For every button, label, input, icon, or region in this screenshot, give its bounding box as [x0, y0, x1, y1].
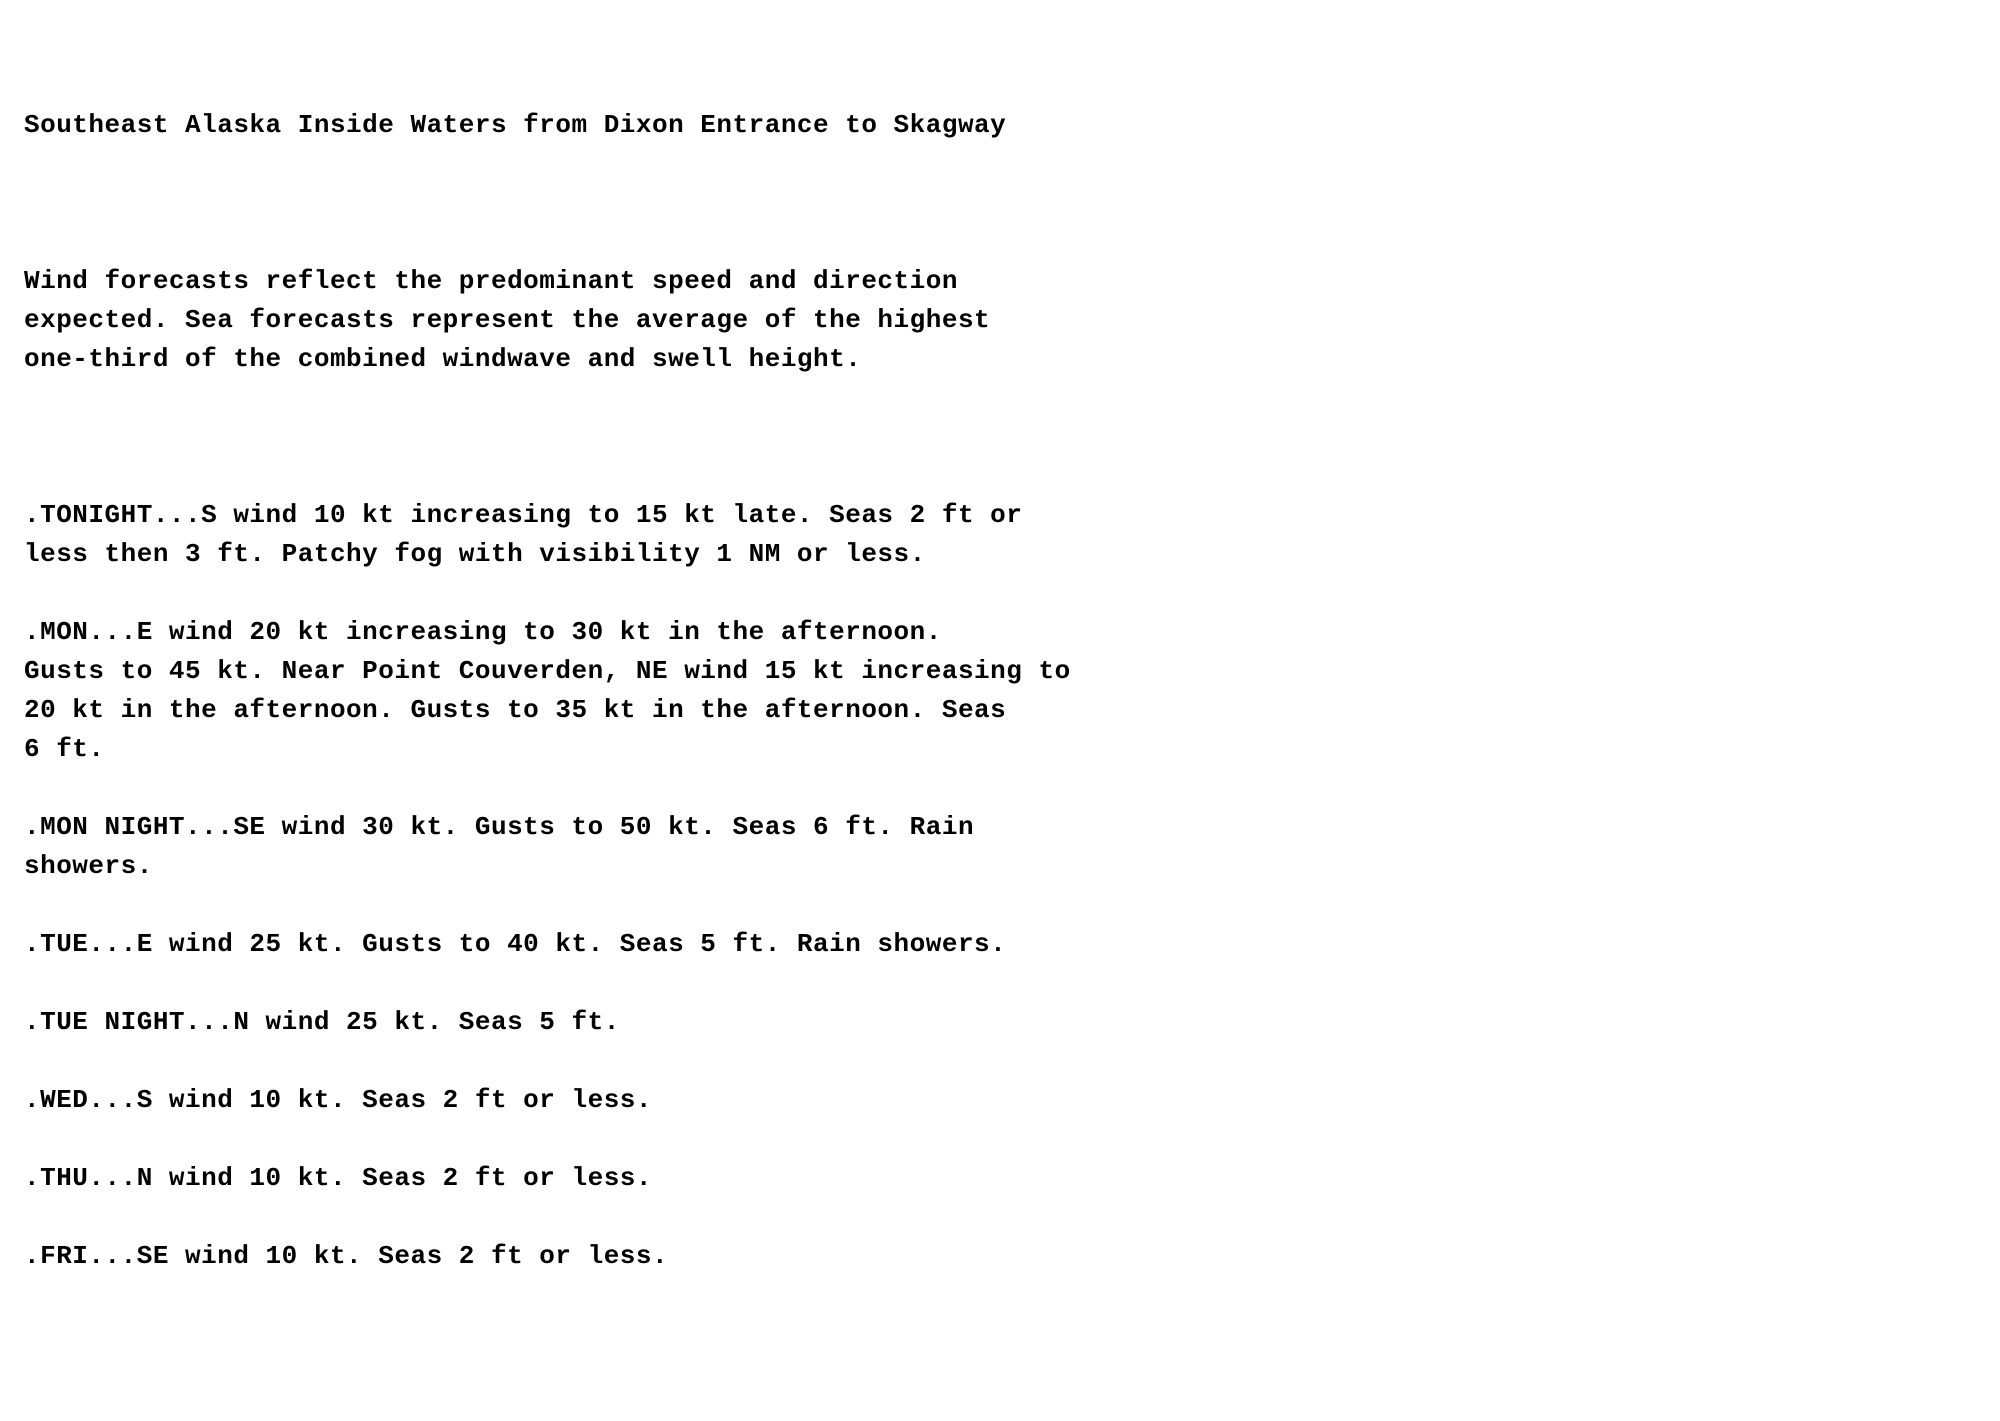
forecast-period-mon-night: .MON NIGHT...SE wind 30 kt. Gusts to 50 … — [24, 808, 1976, 886]
blank-line-2 — [24, 418, 1976, 457]
forecast-period-thu: .THU...N wind 10 kt. Seas 2 ft or less. — [24, 1159, 1976, 1198]
forecast-period-fri: .FRI...SE wind 10 kt. Seas 2 ft or less. — [24, 1237, 1976, 1276]
forecast-period-mon: .MON...E wind 20 kt increasing to 30 kt … — [24, 613, 1976, 769]
forecast-area-title: Southeast Alaska Inside Waters from Dixo… — [24, 106, 1976, 145]
blank-line-1 — [24, 184, 1976, 223]
forecast-period-tonight: .TONIGHT...S wind 10 kt increasing to 15… — [24, 496, 1976, 574]
forecast-period-tue: .TUE...E wind 25 kt. Gusts to 40 kt. Sea… — [24, 925, 1976, 964]
forecast-description: Wind forecasts reflect the predominant s… — [24, 262, 1976, 379]
forecast-period-tue-night: .TUE NIGHT...N wind 25 kt. Seas 5 ft. — [24, 1003, 1976, 1042]
forecast-period-wed: .WED...S wind 10 kt. Seas 2 ft or less. — [24, 1081, 1976, 1120]
